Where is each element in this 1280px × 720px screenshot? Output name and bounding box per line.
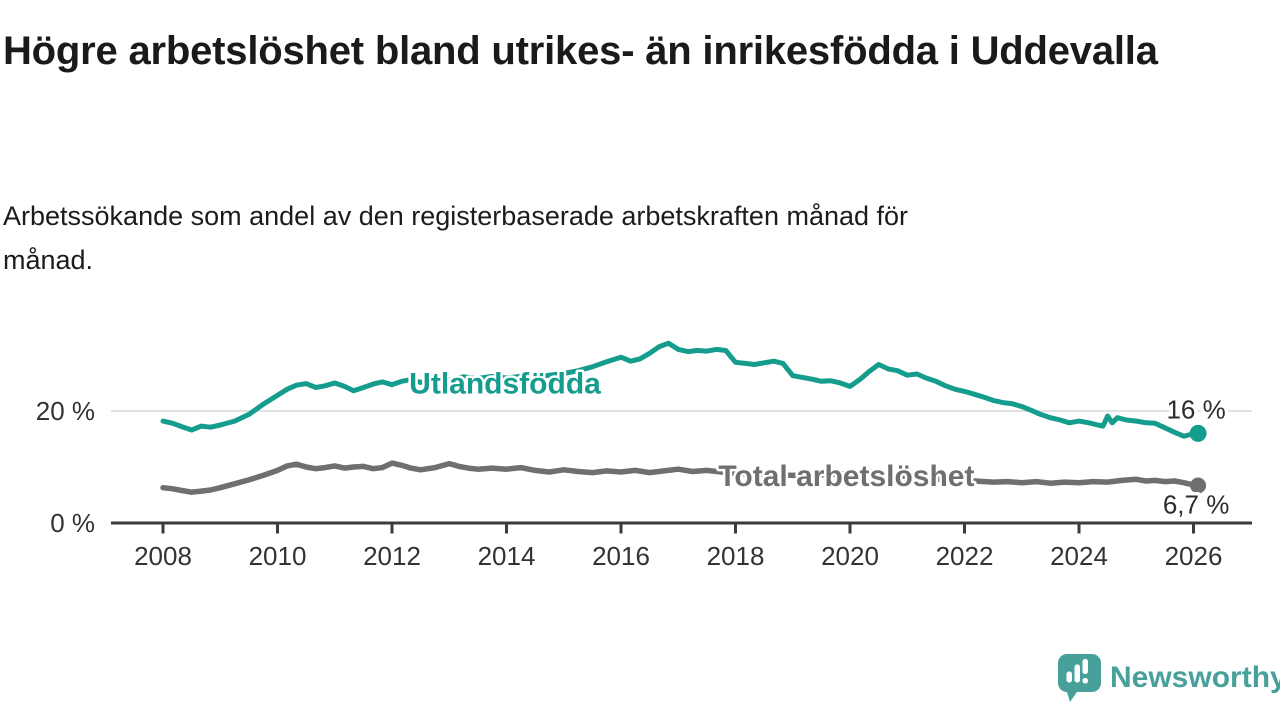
x-tick-label-2022: 2022 [936, 541, 994, 571]
y-axis-labels: 0 % 20 % [36, 396, 95, 538]
bar-chart-speech-bubble-icon [1058, 654, 1101, 702]
series-line-utlandsfodda [160, 340, 1201, 439]
x-tick-label-2018: 2018 [707, 541, 765, 571]
x-tick-label-2010: 2010 [249, 541, 307, 571]
series-end-dot-total [1190, 477, 1207, 494]
x-tick-label-2014: 2014 [478, 541, 536, 571]
x-axis-labels: 2008 2010 2012 2014 2016 2018 2020 2022 2024 2026 [134, 541, 1222, 571]
newsworthy-logo: Newsworthy [1058, 654, 1280, 702]
x-tick-label-2024: 2024 [1050, 541, 1108, 571]
x-tick-label-2020: 2020 [821, 541, 879, 571]
x-tick-label-2012: 2012 [363, 541, 421, 571]
y-tick-label-0: 0 % [50, 508, 95, 538]
x-axis-ticks [161, 523, 1195, 534]
x-tick-label-2016: 2016 [592, 541, 650, 571]
x-tick-label-2026: 2026 [1165, 541, 1223, 571]
series-line-total-arbetsloshet [160, 460, 1201, 495]
y-tick-label-20: 20 % [36, 396, 95, 426]
newsworthy-wordmark: Newsworthy [1110, 661, 1280, 694]
chart-subtitle: Arbetssökande som andel av den registerb… [3, 201, 909, 275]
end-value-label-utlandsfodda: 16 % [1166, 394, 1225, 424]
x-tick-label-2008: 2008 [134, 541, 192, 571]
series-label-total: Total arbetslöshet [718, 460, 974, 493]
series-label-utlandsfodda: Utlandsfödda [409, 368, 601, 401]
series-end-dot-utlandsfodda [1189, 424, 1207, 442]
end-value-label-total: 6,7 % [1163, 489, 1230, 519]
page-title: Högre arbetslöshet bland utrikes- än inr… [3, 29, 1158, 73]
